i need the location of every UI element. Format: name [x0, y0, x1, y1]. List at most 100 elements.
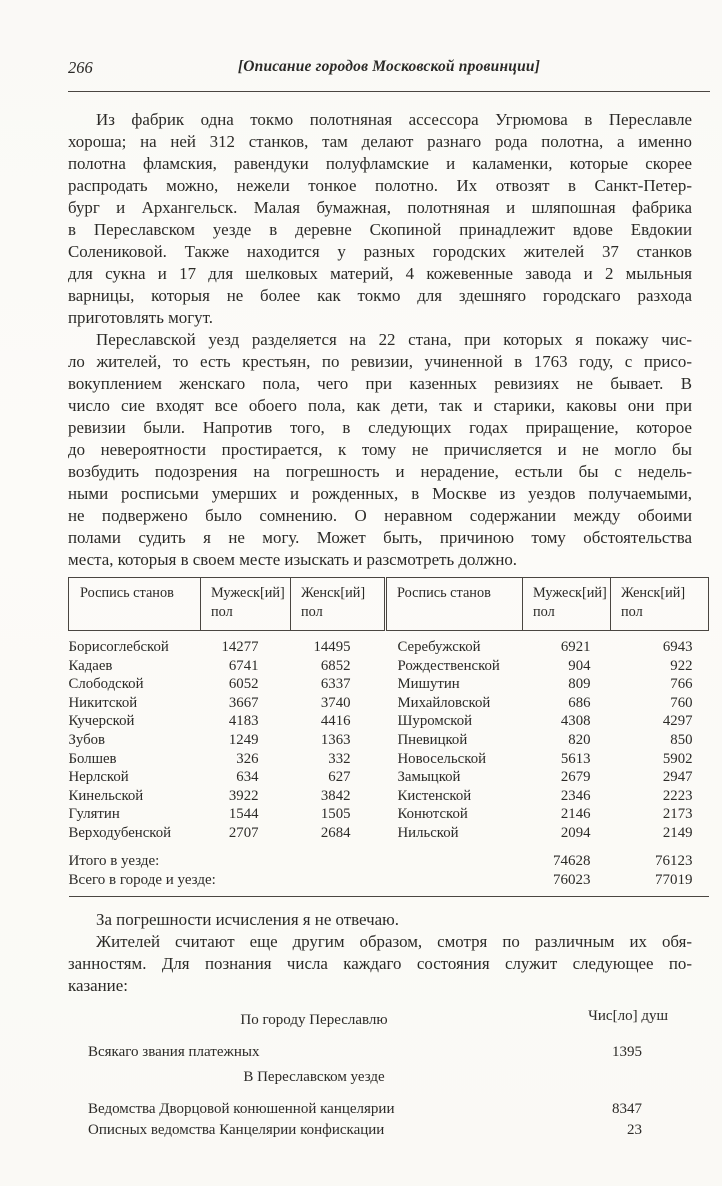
table-row: Кадаев 6741 6852 Рождественской 904 922 — [69, 657, 709, 676]
stan-name-cell: Михайловской — [397, 694, 491, 711]
population-count-cell: 3667 — [228, 694, 259, 711]
page-content: 266 [Описание городов Московской провинц… — [68, 0, 710, 1141]
census-item-label: Ведомства Дворцовой конюшенной канцеляри… — [88, 1100, 395, 1117]
stan-name-cell: Никитской — [68, 694, 138, 711]
population-count-cell: 2707 — [228, 824, 259, 841]
population-count-cell: 1505 — [320, 806, 351, 823]
running-title: [Описание городов Московской провинции] — [237, 58, 541, 75]
population-count-cell: 6943 — [662, 639, 693, 655]
population-count-cell: 4183 — [228, 713, 259, 730]
population-count-cell: 6337 — [320, 676, 351, 693]
population-count-cell: 686 — [568, 694, 591, 711]
census-column-header: Чис[ло] душ — [588, 1007, 668, 1024]
table-row: Кучерской 4183 4416 Шуромской 4308 4297 — [69, 712, 709, 731]
table-row: Гулятин 1544 1505 Конютской 2146 2173 — [69, 805, 709, 824]
text-line: варницы, которыя не более как токмо для … — [68, 286, 692, 305]
census-row: По городу Переславлю Чис[ло] душ — [68, 1006, 668, 1036]
population-count-cell: 2684 — [320, 824, 351, 841]
population-count-cell: 2149 — [662, 824, 693, 841]
census-item-value: 1395 — [612, 1043, 642, 1060]
stan-name-cell: Кинельской — [68, 787, 144, 804]
stan-name-cell: Кадаев — [68, 657, 113, 674]
text-line: для сукна и 17 для шелковых материй, 4 к… — [68, 264, 692, 283]
stan-name-cell: Верходубенской — [68, 824, 172, 841]
paragraph-counting-method: Жителей считают еще другим образом, смот… — [68, 931, 692, 997]
paragraph-uezd-revision: Переславской уезд разделяется на 22 стан… — [68, 329, 692, 571]
census-group-heading: По городу Переславлю — [240, 1011, 388, 1028]
population-count-cell: 1544 — [228, 806, 259, 823]
population-count-cell: 820 — [568, 731, 591, 748]
running-head: 266 [Описание городов Московской провинц… — [68, 58, 710, 82]
text-line: Переславской уезд разделяется на 22 стан… — [96, 330, 692, 349]
population-count-cell: 2173 — [662, 806, 693, 823]
table-row: Болшев 326 332 Новосельской 5613 5902 — [69, 750, 709, 769]
header-male-right: Мужеск[ий] пол — [522, 577, 611, 631]
totals-female-count: 77019 — [610, 871, 709, 897]
stan-population-table: Роспись станов Мужеск[ий] пол Женск[ий] по… — [68, 577, 709, 897]
population-count-cell: 809 — [568, 676, 591, 693]
header-female-left: Женск[ий] пол — [290, 577, 386, 631]
population-count-cell: 326 — [236, 750, 259, 767]
stan-table-header-row: Роспись станов Мужеск[ий] пол Женск[ий] по… — [68, 577, 709, 631]
stan-table-body: Борисоглебской 14277 14495 Серебужской 6921 6… — [69, 631, 709, 843]
text-line: казание: — [68, 975, 128, 995]
stan-name-cell: Борисоглебской — [68, 639, 169, 655]
text-line: полотна фламския, равендуки полуфламские… — [68, 154, 692, 173]
header-male-left: Мужеск[ий] пол — [200, 577, 291, 631]
stan-table-head: Роспись станов Мужеск[ий] пол Женск[ий] по… — [68, 577, 709, 631]
stan-name-cell: Болшев — [68, 750, 117, 767]
population-count-cell: 332 — [328, 750, 351, 767]
population-count-cell: 922 — [670, 657, 693, 674]
population-count-cell: 2346 — [560, 787, 591, 804]
text-line: занностям. Для познания числа каждаго со… — [68, 953, 692, 973]
stan-name-cell: Замыцкой — [397, 769, 461, 786]
text-line: полами судить я не могу. Может быть, при… — [68, 528, 692, 547]
stan-name-cell: Мишутин — [397, 676, 460, 693]
population-count-cell: 3740 — [320, 694, 351, 711]
stan-name-cell: Рождественской — [397, 657, 500, 674]
totals-row: Всего в городе и уезде: 76023 77019 — [68, 871, 709, 897]
census-group-heading: В Переславском уезде — [243, 1068, 385, 1085]
table-row: Нерлской 634 627 Замыцкой 2679 2947 — [69, 768, 709, 787]
stan-table-totals: Итого в уезде: 74628 76123 Всего в городе и… — [68, 843, 709, 897]
population-count-cell: 627 — [328, 769, 351, 786]
text-line: Жителей считают еще другим образом, смот… — [96, 931, 692, 951]
text-line: ными росписьми умерших и рожденных, в Мо… — [68, 484, 692, 503]
stan-name-cell: Кистенской — [397, 787, 472, 804]
stan-name-cell: Серебужской — [397, 639, 481, 655]
census-item-value: 23 — [627, 1121, 642, 1138]
population-count-cell: 14277 — [221, 639, 259, 655]
table-row: Зубов 1249 1363 Пневицкой 820 850 — [69, 731, 709, 750]
population-count-cell: 6052 — [228, 676, 259, 693]
paragraph-disclaimer: За погрешности исчисления я не отвечаю. — [96, 909, 399, 929]
census-row: В Переславском уезде — [68, 1063, 668, 1093]
text-line: не подвержено было сомнению. О неравном … — [68, 506, 692, 525]
text-line: возбудить подозрения на погрешность и не… — [68, 462, 692, 481]
totals-row: Итого в уезде: 74628 76123 — [69, 843, 709, 872]
stan-name-cell: Нерлской — [68, 769, 129, 786]
totals-female-count: 76123 — [655, 852, 693, 869]
stan-name-cell: Конютской — [397, 806, 468, 823]
text-line: места, которыя в своем месте изыскать и … — [68, 550, 518, 569]
stan-name-cell: Зубов — [68, 731, 106, 748]
population-count-cell: 14495 — [313, 639, 351, 655]
text-line: в Переславском уезде в деревне Скопиной … — [68, 220, 692, 239]
stan-name-cell: Гулятин — [68, 806, 120, 823]
census-list: По городу Переславлю Чис[ло] душ Всякаго з… — [68, 1006, 668, 1141]
census-item-label: Описных ведомства Канцелярии конфискации — [88, 1121, 385, 1138]
table-row: Слободской 6052 6337 Мишутин 809 766 — [69, 675, 709, 694]
text-line: число сие входят все обоего пола, как де… — [68, 396, 692, 415]
header-female-right: Женск[ий] пол — [610, 577, 709, 631]
table-row: Верходубенской 2707 2684 Нильской 2094 2149 — [69, 824, 709, 843]
totals-label: Всего в городе и уезде: — [68, 871, 523, 897]
population-count-cell: 5613 — [560, 750, 591, 767]
header-rule — [68, 91, 710, 92]
population-count-cell: 5902 — [662, 750, 693, 767]
table-row: Кинельской 3922 3842 Кистенской 2346 2223 — [69, 787, 709, 806]
population-count-cell: 634 — [236, 769, 259, 786]
population-count-cell: 760 — [670, 694, 693, 711]
population-count-cell: 2146 — [560, 806, 591, 823]
population-count-cell: 3842 — [320, 787, 351, 804]
stan-name-cell: Новосельской — [397, 750, 487, 767]
